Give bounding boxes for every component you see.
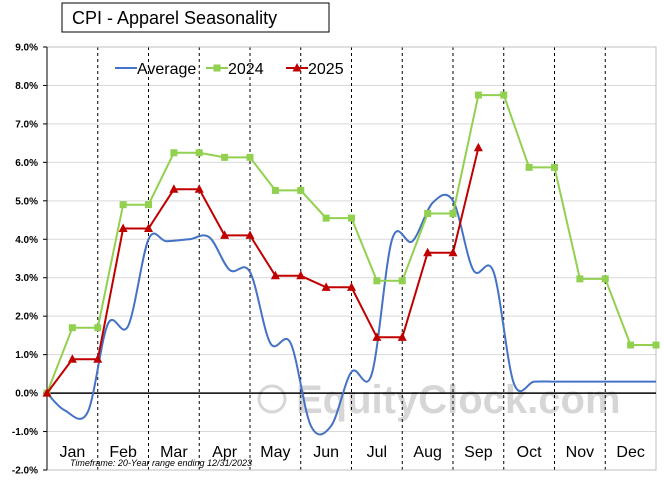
axes: 9.0% 8.0% 7.0% 6.0% 5.0% 4.0% 3.0% 2.0% 1.0% 0.0%…: [12, 43, 657, 477]
x-tick-label: Dec: [616, 444, 644, 461]
y-tick-label: 0.0%: [15, 389, 38, 400]
y-tick-label: 6.0%: [15, 158, 38, 169]
series-2024-point: [68, 324, 76, 332]
chart-title: CPI - Apparel Seasonality: [72, 8, 277, 28]
y-tick-label: 5.0%: [15, 196, 38, 207]
y-tick-label: 4.0%: [15, 235, 38, 246]
title-box: CPI - Apparel Seasonality: [61, 2, 330, 33]
y-tick-label: 8.0%: [15, 81, 38, 92]
y-tick-label: 1.0%: [15, 350, 38, 361]
series-2024-point: [246, 153, 254, 161]
series-2025-point: [67, 354, 77, 363]
series-2024-point: [525, 163, 533, 171]
series-2025-point: [347, 282, 356, 291]
x-tick-label: Apr: [212, 444, 238, 461]
series-2025-point: [144, 223, 153, 233]
legend-2025-label: 2025: [308, 61, 344, 78]
series-2024-point: [652, 341, 660, 349]
series-2024-point: [601, 275, 609, 283]
series-2024-point: [271, 186, 279, 194]
x-tick-label: Nov: [566, 444, 594, 461]
legend-2024-marker: [213, 64, 221, 72]
watermark-text: EquityClock.com: [296, 378, 621, 422]
x-tick-label: Jul: [367, 444, 387, 461]
series-2024-point: [119, 201, 127, 209]
series-2024-point: [145, 201, 152, 209]
series-2024-point: [627, 341, 635, 349]
series-2025-point: [321, 282, 331, 291]
series-2025-point: [372, 332, 382, 341]
series-2025-point: [473, 142, 483, 152]
series-2024-point: [474, 91, 482, 99]
series-2024-point: [94, 324, 102, 332]
y-tick-label: -1.0%: [12, 427, 38, 438]
series-2025-point: [118, 223, 128, 233]
x-tick-label: Oct: [517, 444, 542, 461]
x-tick-label: Feb: [109, 444, 137, 461]
series-2025-point: [397, 332, 407, 341]
series-2024-point: [424, 210, 432, 218]
y-tick-label: -2.0%: [12, 466, 38, 477]
series-2025-point: [448, 247, 458, 257]
series-2025-point: [194, 184, 204, 193]
series-2024-point: [373, 277, 381, 285]
y-tick-label: 7.0%: [15, 119, 38, 130]
series-2024-point: [195, 149, 203, 157]
series-2025-point: [423, 247, 433, 257]
series-lines: [42, 91, 660, 436]
series-2025-point: [270, 270, 280, 280]
timeframe-footnote: Timeframe: 20-Year range ending 12/31/20…: [70, 458, 252, 468]
legend-2025-marker: [292, 63, 302, 72]
legend-average-label: Average: [137, 61, 196, 78]
series-2025-point: [42, 388, 52, 397]
watermark: EquityClock.com: [257, 378, 621, 422]
series-2025-line: [46, 147, 480, 394]
series-average-line: [46, 193, 656, 436]
series-2024-point: [551, 163, 558, 171]
y-tick-label: 3.0%: [15, 273, 38, 284]
series-2024-point: [297, 186, 305, 194]
x-tick-label: Mar: [160, 444, 188, 461]
x-tick-label: Jun: [313, 444, 339, 461]
series-2024-point: [500, 91, 508, 99]
y-tick-label: 2.0%: [15, 312, 38, 323]
series-2025-point: [296, 270, 306, 280]
title-frame: [61, 2, 330, 33]
x-tick-label: May: [260, 444, 290, 461]
y-tick-label: 9.0%: [15, 43, 38, 54]
series-2024-point: [576, 275, 584, 283]
series-2024-point: [398, 277, 406, 285]
series-2025-point: [169, 184, 179, 193]
series-2024-point: [221, 153, 229, 161]
watermark-copyright-icon: [257, 384, 287, 414]
legend-2024-label: 2024: [228, 61, 264, 78]
series-2024-point: [449, 210, 457, 218]
series-2025-point: [245, 230, 255, 239]
series-2024-point: [170, 149, 178, 157]
series-2024-point: [348, 214, 355, 222]
legend: Average 2024 2025: [115, 61, 344, 78]
x-tick-label: Aug: [413, 444, 441, 461]
series-2025-point: [93, 354, 103, 363]
x-tick-label: Jan: [59, 444, 85, 461]
series-2024-point: [322, 214, 330, 222]
x-tick-label: Sep: [464, 444, 493, 461]
series-2025-point: [220, 230, 230, 239]
